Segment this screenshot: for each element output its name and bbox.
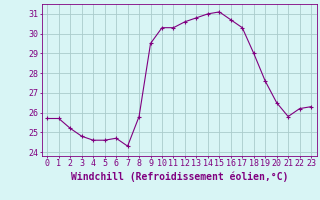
X-axis label: Windchill (Refroidissement éolien,°C): Windchill (Refroidissement éolien,°C) (70, 171, 288, 182)
